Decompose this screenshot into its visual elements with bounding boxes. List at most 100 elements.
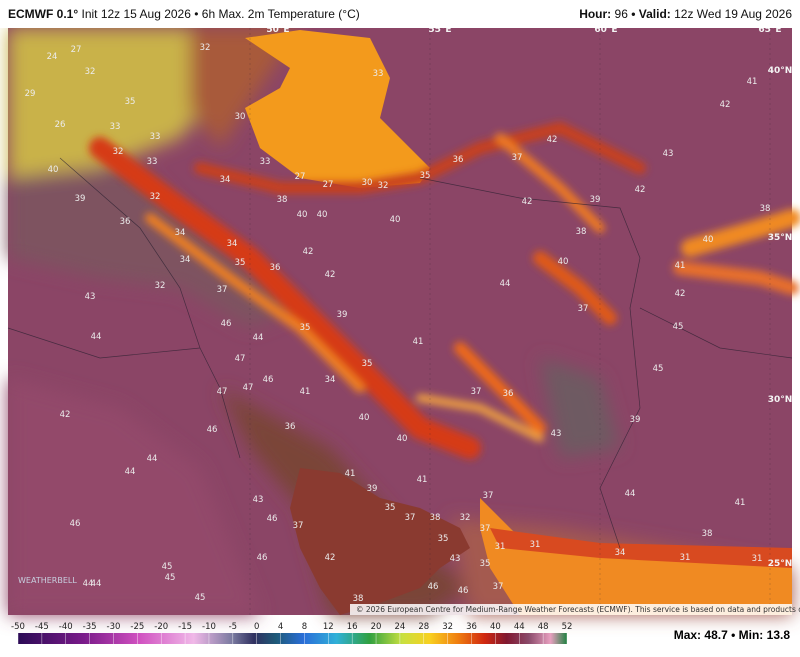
temperature-label: 30 xyxy=(362,178,373,188)
temperature-label: 39 xyxy=(75,194,86,204)
borders xyxy=(7,28,793,615)
temperature-label: 35 xyxy=(385,503,396,513)
temperature-label: 41 xyxy=(300,387,311,397)
temperature-label: 34 xyxy=(175,228,186,238)
temperature-label: 37 xyxy=(480,524,491,534)
temperature-label: 42 xyxy=(60,410,71,420)
copyright-bg xyxy=(350,604,792,615)
map: 50°E 55°E 60°E 65°E 40°N 35°N 30°N 25°N 24 27 32 32… xyxy=(7,28,800,644)
temperature-label: 45 xyxy=(165,573,176,583)
temperature-label: 42 xyxy=(522,197,533,207)
temperature-label: 37 xyxy=(512,153,523,163)
temperature-label: 32 xyxy=(85,67,96,77)
temperature-label: 45 xyxy=(162,562,173,572)
temperature-label: 31 xyxy=(752,554,763,564)
temperature-label: 40 xyxy=(397,434,408,444)
colorbar-tick-label: -20 xyxy=(154,622,168,632)
coordinate-label: 30°N xyxy=(768,395,793,405)
temperature-label: 35 xyxy=(438,534,449,544)
colorbar-tick-label: 36 xyxy=(466,622,477,632)
temperature-label: 34 xyxy=(325,375,336,385)
colorbar-tick-label: 40 xyxy=(490,622,501,632)
temperature-label: 47 xyxy=(235,354,246,364)
temperature-label: 46 xyxy=(263,375,274,385)
temperature-label: 33 xyxy=(110,122,121,132)
colorbar-tick-label: 16 xyxy=(347,622,358,632)
coordinate-label: 55°E xyxy=(428,28,451,35)
coordinate-label: 25°N xyxy=(768,559,793,569)
colorbar-tick-label: -15 xyxy=(178,622,192,632)
temperature-label: 38 xyxy=(576,227,587,237)
valid-label: • Valid: xyxy=(631,7,671,21)
colorbar-tick-label: 48 xyxy=(538,622,549,632)
temperature-label: 33 xyxy=(260,157,271,167)
temperature-label: 35 xyxy=(420,171,431,181)
colorbar-tick-label: 24 xyxy=(394,622,405,632)
temperature-label: 40 xyxy=(48,165,59,175)
temperature-label: 31 xyxy=(680,553,691,563)
temperature-label: 37 xyxy=(293,521,304,531)
temperature-label: 41 xyxy=(345,469,356,479)
temperature-label: 31 xyxy=(530,540,541,550)
temperature-label: 36 xyxy=(120,217,131,227)
colorbar-tick-label: -40 xyxy=(59,622,73,632)
colorbar-tick-label: 0 xyxy=(254,622,259,632)
temperature-label: 29 xyxy=(25,89,36,99)
hour: 96 xyxy=(614,7,628,21)
hour-label: Hour: xyxy=(579,7,612,21)
min: 13.8 xyxy=(766,628,790,642)
temperature-label: 39 xyxy=(590,195,601,205)
temperature-label: 39 xyxy=(337,310,348,320)
temperature-label: 46 xyxy=(70,519,81,529)
temperature-label: 46 xyxy=(458,586,469,596)
temperature-label: 44 xyxy=(125,467,136,477)
temperature-label: 36 xyxy=(270,263,281,273)
coast-heat xyxy=(490,528,792,568)
coordinate-label: 50°E xyxy=(266,28,289,35)
temperature-label: 38 xyxy=(702,529,713,539)
temperature-label: 35 xyxy=(125,97,136,107)
temperature-label: 41 xyxy=(413,337,424,347)
model: ECMWF 0.1° xyxy=(8,7,79,21)
temperature-label: 36 xyxy=(503,389,514,399)
temperature-label: 24 xyxy=(47,52,58,62)
temperature-label: 44 xyxy=(253,333,264,343)
temperature-label: 34 xyxy=(180,255,191,265)
temperature-label: 42 xyxy=(303,247,314,257)
temperature-label: 43 xyxy=(85,292,96,302)
temperature-label: 37 xyxy=(483,491,494,501)
temperature-label: 37 xyxy=(217,285,228,295)
coordinate-label: 60°E xyxy=(594,28,617,35)
temperature-label: 36 xyxy=(453,155,464,165)
temperature-label: 44 xyxy=(500,279,511,289)
footer: Max: 48.7 • Min: 13.8 xyxy=(674,627,790,643)
colorbar-tick-label: -50 xyxy=(11,622,25,632)
temperature-label: 37 xyxy=(493,582,504,592)
temperature-label: 41 xyxy=(675,261,686,271)
colorbar-tick-label: 8 xyxy=(302,622,307,632)
temperature-label: 32 xyxy=(200,43,211,53)
temperature-label: 41 xyxy=(747,77,758,87)
temperature-label: 42 xyxy=(720,100,731,110)
temperature-label: 46 xyxy=(221,319,232,329)
temperature-label: 36 xyxy=(285,422,296,432)
temperature-label: 37 xyxy=(405,513,416,523)
temperature-label: 32 xyxy=(378,181,389,191)
colorbar-ticks: -50 -45 -40 -35 -30 -25 -20 -15 -10 -5 0 4 8 12 16 20 24… xyxy=(11,622,572,644)
temperature-label: 27 xyxy=(295,172,306,182)
temperature-label: 35 xyxy=(480,559,491,569)
mountain-heat xyxy=(89,121,800,459)
temperature-label: 43 xyxy=(253,495,264,505)
temperature-label: 43 xyxy=(551,429,562,439)
temperature-label: 33 xyxy=(373,69,384,79)
temperature-label: 37 xyxy=(578,304,589,314)
temperature-label: 39 xyxy=(367,484,378,494)
temperature-label: 42 xyxy=(325,270,336,280)
logo: WEATHERBELL xyxy=(18,576,77,585)
temperature-label: 34 xyxy=(227,239,238,249)
temperature-label: 46 xyxy=(267,514,278,524)
temperature-label: 46 xyxy=(257,553,268,563)
temperature-label: 27 xyxy=(71,45,82,55)
temperature-label: 44 xyxy=(83,579,94,589)
coordinate-label: 65°E xyxy=(758,28,781,35)
